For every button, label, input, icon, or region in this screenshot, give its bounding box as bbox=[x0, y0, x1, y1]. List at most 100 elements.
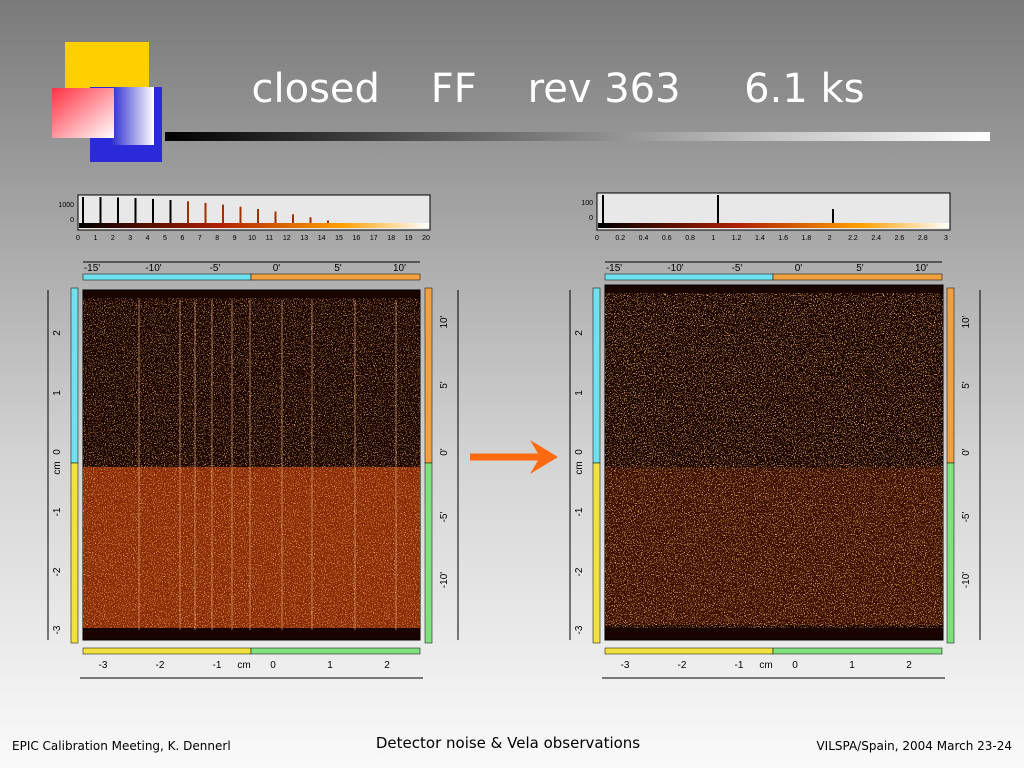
right-axis-label: 5' bbox=[439, 381, 450, 389]
y-axis-label: 2 bbox=[574, 330, 585, 336]
histogram-x-label: 0 bbox=[76, 235, 80, 242]
arrow bbox=[470, 440, 558, 474]
top-axis-label: -5' bbox=[732, 263, 743, 274]
histogram-bar bbox=[222, 204, 224, 223]
title-rule bbox=[165, 132, 990, 141]
right-axis-label: 0' bbox=[439, 448, 450, 456]
histogram-x-label: 3 bbox=[128, 235, 132, 242]
histogram-x-label: 1.4 bbox=[755, 235, 765, 242]
top-axis-label: -5' bbox=[210, 263, 221, 274]
y-axis-label: cm bbox=[574, 461, 585, 474]
top-axis-label: 0' bbox=[795, 263, 803, 274]
y-axis-label: -1 bbox=[574, 507, 585, 516]
right-strip-top bbox=[946, 287, 955, 464]
x-axis-label: -3 bbox=[99, 660, 108, 671]
histogram-bar bbox=[292, 214, 294, 223]
top-strip-right bbox=[772, 273, 943, 281]
histogram-x-label: 11 bbox=[266, 235, 273, 242]
y-axis-label: 0 bbox=[574, 449, 585, 455]
histogram-x-label: 16 bbox=[353, 235, 361, 242]
histogram-x-label: 18 bbox=[387, 235, 395, 242]
histogram-x-label: 1.2 bbox=[732, 235, 742, 242]
logo-blue-fade bbox=[112, 87, 154, 145]
histogram-colorbar bbox=[598, 223, 949, 228]
x-axis-label: -1 bbox=[213, 660, 222, 671]
histogram-x-label: 2 bbox=[828, 235, 832, 242]
x-axis-label: -2 bbox=[678, 660, 687, 671]
histogram-x-label: 1.8 bbox=[802, 235, 812, 242]
histogram-y-label: 0 bbox=[70, 217, 74, 224]
x-axis-label: 0 bbox=[792, 660, 798, 671]
histogram-bar bbox=[327, 220, 329, 223]
histogram-x-label: 0.8 bbox=[685, 235, 695, 242]
histogram-x-label: 2 bbox=[111, 235, 115, 242]
right-axis-label: 5' bbox=[961, 381, 972, 389]
histogram-y-label: 1000 bbox=[58, 202, 74, 209]
histogram-x-label: 0.4 bbox=[639, 235, 649, 242]
histogram-x-label: 12 bbox=[283, 235, 291, 242]
right-axis-label: -5' bbox=[439, 512, 450, 523]
histogram-bar bbox=[187, 201, 189, 223]
detector-noise bbox=[605, 293, 943, 628]
histogram-y-label: 0 bbox=[589, 215, 593, 222]
right-axis-label: -10' bbox=[439, 572, 450, 588]
histogram-bar bbox=[204, 202, 207, 223]
x-axis-label: 1 bbox=[849, 660, 855, 671]
right-axis-label: 10' bbox=[961, 315, 972, 328]
footer-left: EPIC Calibration Meeting, K. Dennerl bbox=[12, 739, 231, 753]
histogram-x-label: 2.2 bbox=[848, 235, 858, 242]
histogram-x-label: 8 bbox=[215, 235, 219, 242]
top-axis-label: 10' bbox=[393, 263, 406, 274]
top-axis-label: -10' bbox=[667, 263, 683, 274]
histogram-bar bbox=[602, 195, 604, 223]
left-strip-bottom bbox=[592, 462, 601, 644]
x-axis-label: -3 bbox=[621, 660, 630, 671]
histogram-bar bbox=[274, 211, 277, 223]
y-axis-label: 0 bbox=[52, 449, 63, 455]
right-axis-label: -5' bbox=[961, 512, 972, 523]
bottom-strip-right bbox=[772, 647, 943, 655]
top-axis-label: -15' bbox=[606, 263, 622, 274]
right-strip-top bbox=[424, 287, 433, 464]
top-axis-label: 5' bbox=[334, 263, 342, 274]
histogram-colorbar bbox=[79, 223, 429, 228]
histogram-bar bbox=[717, 195, 719, 223]
top-strip-left bbox=[604, 273, 774, 281]
histogram-x-label: 3 bbox=[944, 235, 948, 242]
histogram-x-label: 9 bbox=[233, 235, 237, 242]
histogram-x-label: 6 bbox=[180, 235, 184, 242]
top-axis-label: 5' bbox=[856, 263, 864, 274]
histogram-x-label: 7 bbox=[198, 235, 202, 242]
top-strip-left bbox=[82, 273, 252, 281]
title: closed FF rev 363 6.1 ks bbox=[252, 66, 865, 112]
histogram-x-label: 19 bbox=[405, 235, 413, 242]
histogram-bar bbox=[257, 209, 259, 223]
footer-center: Detector noise & Vela observations bbox=[376, 734, 640, 752]
y-axis-label: -2 bbox=[52, 567, 63, 576]
y-axis-label: -1 bbox=[52, 507, 63, 516]
footer-right: VILSPA/Spain, 2004 March 23-24 bbox=[816, 739, 1012, 753]
left-strip-bottom bbox=[70, 462, 79, 644]
histogram-y-label: 100 bbox=[581, 200, 593, 207]
x-axis-label: 2 bbox=[906, 660, 912, 671]
y-axis-label: 1 bbox=[574, 390, 585, 396]
histogram-bar bbox=[152, 198, 154, 223]
right-axis-label: -10' bbox=[961, 572, 972, 588]
left-strip-top bbox=[592, 287, 601, 464]
x-axis-label: -2 bbox=[156, 660, 165, 671]
right-axis-label: 0' bbox=[961, 448, 972, 456]
top-axis-label: -10' bbox=[145, 263, 161, 274]
x-axis-label: 0 bbox=[270, 660, 276, 671]
left-strip-top bbox=[70, 287, 79, 464]
histogram-bar bbox=[169, 200, 172, 223]
y-axis-label: cm bbox=[52, 461, 63, 474]
y-axis-label: -2 bbox=[574, 567, 585, 576]
y-axis-label: 2 bbox=[52, 330, 63, 336]
histogram-x-label: 2.6 bbox=[895, 235, 905, 242]
histogram-x-label: 14 bbox=[318, 235, 326, 242]
x-axis-label: 1 bbox=[327, 660, 333, 671]
y-axis-label: -3 bbox=[574, 625, 585, 634]
bottom-strip-left bbox=[82, 647, 252, 655]
top-strip-right bbox=[250, 273, 421, 281]
